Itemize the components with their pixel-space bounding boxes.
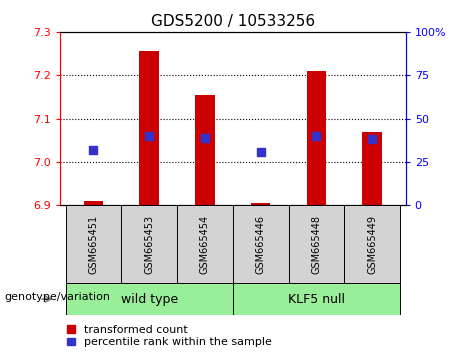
Point <box>90 147 97 153</box>
Point <box>313 133 320 139</box>
Bar <box>195 95 215 205</box>
Text: genotype/variation: genotype/variation <box>5 292 111 302</box>
Title: GDS5200 / 10533256: GDS5200 / 10533256 <box>151 14 315 29</box>
Bar <box>233 205 289 283</box>
Point <box>257 149 264 154</box>
Bar <box>233 283 400 315</box>
Text: GSM665448: GSM665448 <box>312 215 321 274</box>
Bar <box>344 205 400 283</box>
Text: wild type: wild type <box>121 293 178 306</box>
Text: GSM665453: GSM665453 <box>144 215 154 274</box>
Bar <box>65 283 233 315</box>
Bar <box>121 205 177 283</box>
Legend: transformed count, percentile rank within the sample: transformed count, percentile rank withi… <box>65 324 273 348</box>
Bar <box>251 203 271 205</box>
Point <box>201 135 209 141</box>
Point <box>368 137 376 142</box>
Bar <box>289 205 344 283</box>
Bar <box>177 205 233 283</box>
Text: KLF5 null: KLF5 null <box>288 293 345 306</box>
Bar <box>307 71 326 205</box>
Bar <box>65 205 121 283</box>
Bar <box>362 132 382 205</box>
Point <box>146 133 153 139</box>
Text: GSM665454: GSM665454 <box>200 215 210 274</box>
Bar <box>83 201 103 205</box>
Text: GSM665446: GSM665446 <box>256 215 266 274</box>
Text: GSM665451: GSM665451 <box>89 215 98 274</box>
Text: GSM665449: GSM665449 <box>367 215 377 274</box>
Bar <box>139 51 159 205</box>
